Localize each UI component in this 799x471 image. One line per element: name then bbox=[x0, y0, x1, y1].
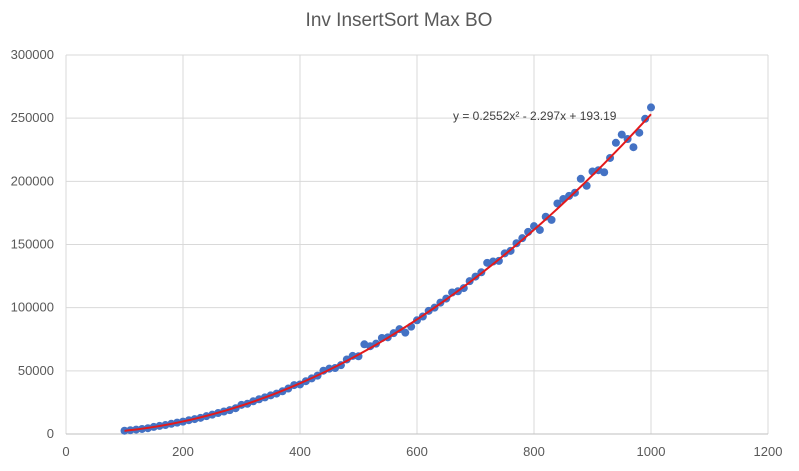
data-point bbox=[617, 130, 626, 139]
data-point bbox=[565, 191, 574, 200]
data-points bbox=[120, 103, 655, 435]
x-tick-label: 1000 bbox=[637, 444, 666, 459]
x-tick-label: 400 bbox=[289, 444, 311, 459]
trendline-group bbox=[124, 113, 652, 432]
data-point bbox=[611, 138, 620, 147]
data-point bbox=[401, 328, 410, 337]
data-point bbox=[629, 143, 638, 152]
data-point bbox=[641, 114, 650, 123]
data-point bbox=[600, 168, 609, 177]
data-point bbox=[576, 174, 585, 183]
y-tick-label: 50000 bbox=[18, 363, 54, 378]
gridlines bbox=[65, 54, 769, 434]
x-tick-label: 0 bbox=[62, 444, 69, 459]
data-point bbox=[547, 215, 556, 224]
y-tick-label: 300000 bbox=[11, 47, 54, 62]
data-point bbox=[518, 234, 527, 243]
y-tick-label: 200000 bbox=[11, 173, 54, 188]
data-point bbox=[635, 128, 644, 137]
x-tick-label: 200 bbox=[172, 444, 194, 459]
chart-title: Inv InsertSort Max BO bbox=[306, 10, 493, 31]
x-tick-label: 800 bbox=[523, 444, 545, 459]
y-tick-label: 0 bbox=[47, 426, 54, 441]
axes: 0 50000 100000 150000 200000 250000 300000 0 200… bbox=[11, 47, 783, 459]
data-point bbox=[553, 199, 562, 208]
y-tick-label: 100000 bbox=[11, 300, 54, 315]
trendline bbox=[124, 113, 652, 432]
y-tick-label: 150000 bbox=[11, 237, 54, 252]
trendline-equation: y = 0.2552x² - 2.297x + 193.19 bbox=[453, 109, 617, 123]
x-tick-label: 600 bbox=[406, 444, 428, 459]
data-point bbox=[647, 103, 655, 112]
data-point bbox=[535, 225, 544, 234]
x-tick-label: 1200 bbox=[754, 444, 783, 459]
y-tick-label: 250000 bbox=[11, 110, 54, 125]
